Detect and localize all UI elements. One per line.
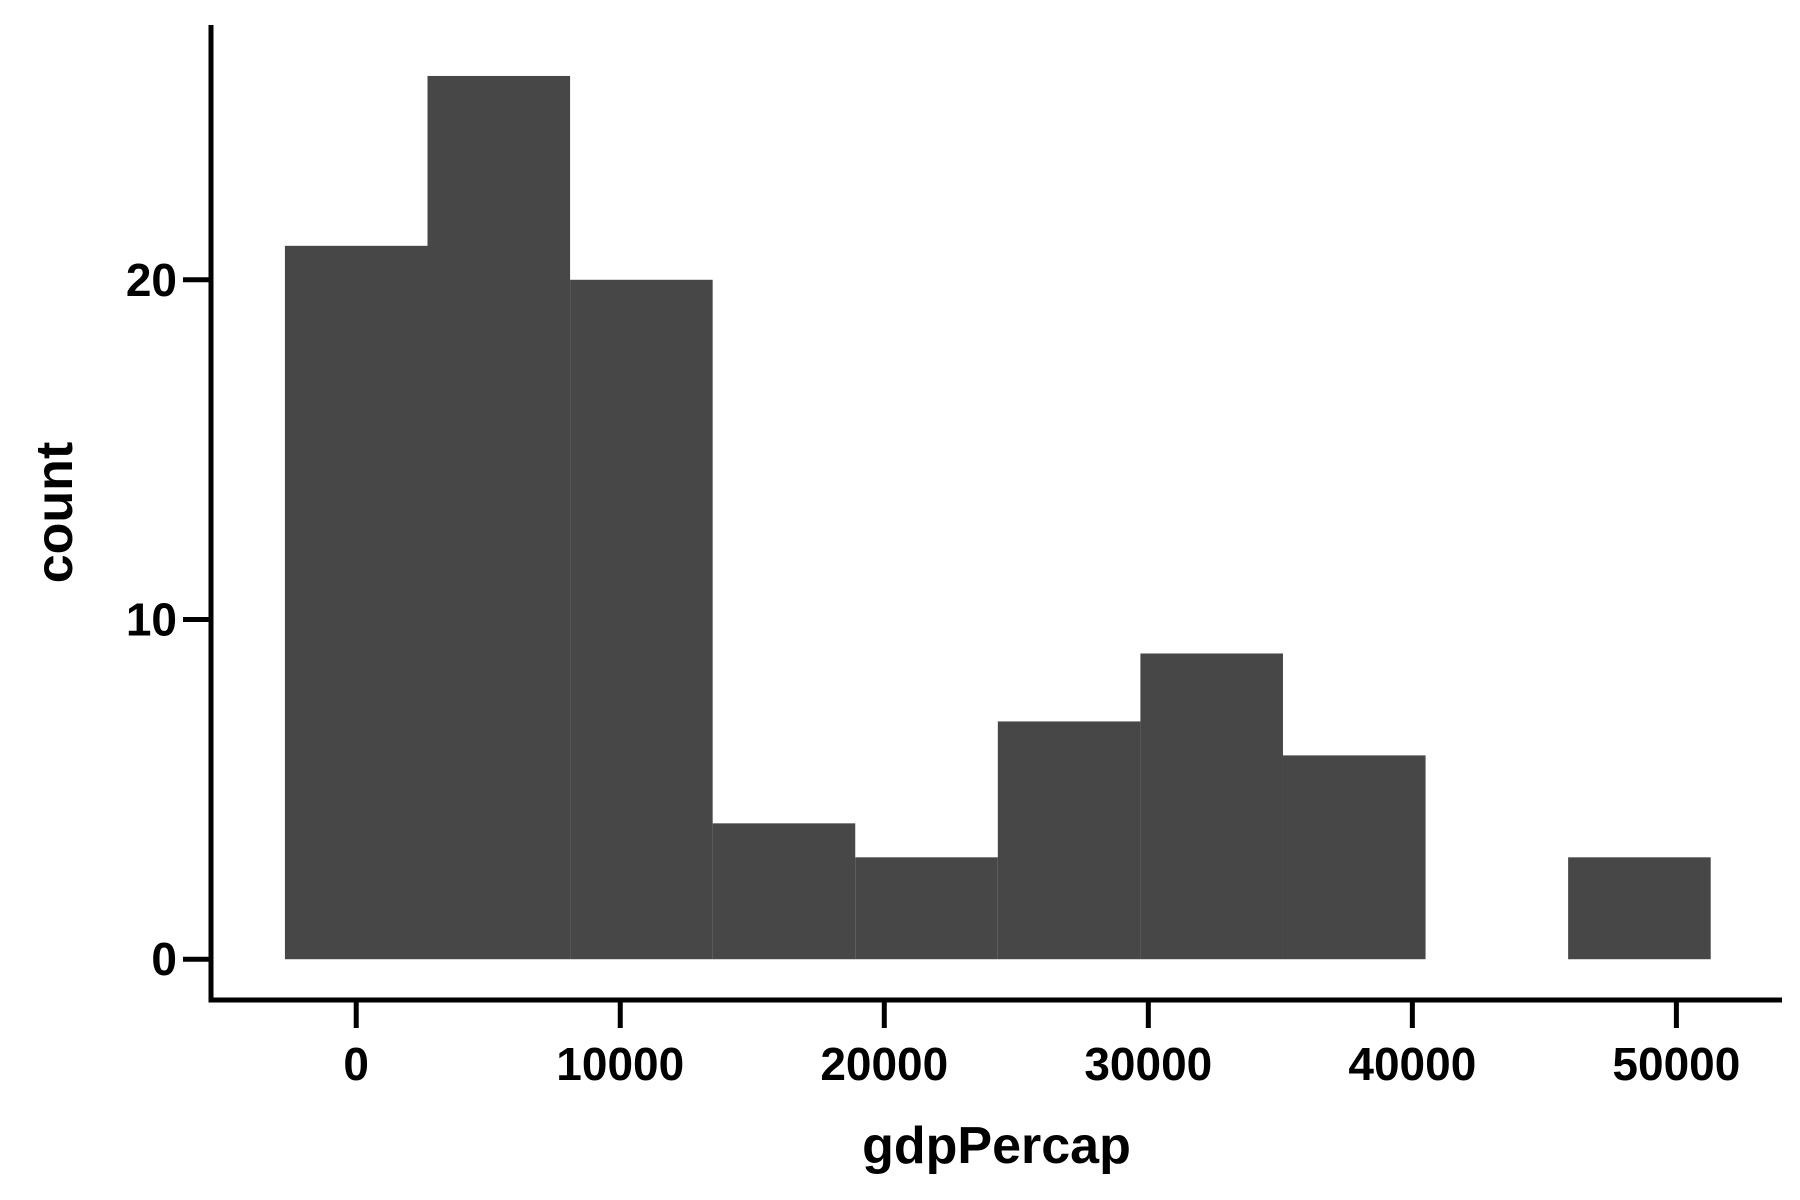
histogram-bar-7 [1282,755,1426,960]
axes [208,25,1782,1003]
y-tick-label: 10 [126,594,177,646]
x-tick-label: 10000 [556,1038,684,1090]
x-axis-title: gdpPercap [862,1117,1131,1175]
x-tick-label: 30000 [1084,1038,1212,1090]
x-tick-label: 50000 [1612,1038,1740,1090]
x-tick-label: 40000 [1348,1038,1476,1090]
histogram-bar-3 [712,823,856,960]
x-axis-ticks: 0 10000 20000 30000 40000 50000 [343,1000,1740,1090]
y-tick-label: 20 [126,254,177,306]
histogram-bar-5 [997,721,1141,960]
histogram-bar-1 [427,75,571,960]
histogram-bars [284,75,1711,960]
histogram-bar-0 [284,245,428,960]
histogram-bar-9 [1568,857,1711,960]
histogram-bar-2 [570,279,713,960]
y-tick-label: 0 [151,933,177,985]
x-tick-label: 20000 [820,1038,948,1090]
histogram-bar-4 [855,857,998,960]
x-tick-label: 0 [343,1038,369,1090]
histogram-bar-6 [1140,653,1283,960]
y-axis-ticks: 0 10 20 [126,254,211,985]
y-axis-title: count [26,442,84,584]
